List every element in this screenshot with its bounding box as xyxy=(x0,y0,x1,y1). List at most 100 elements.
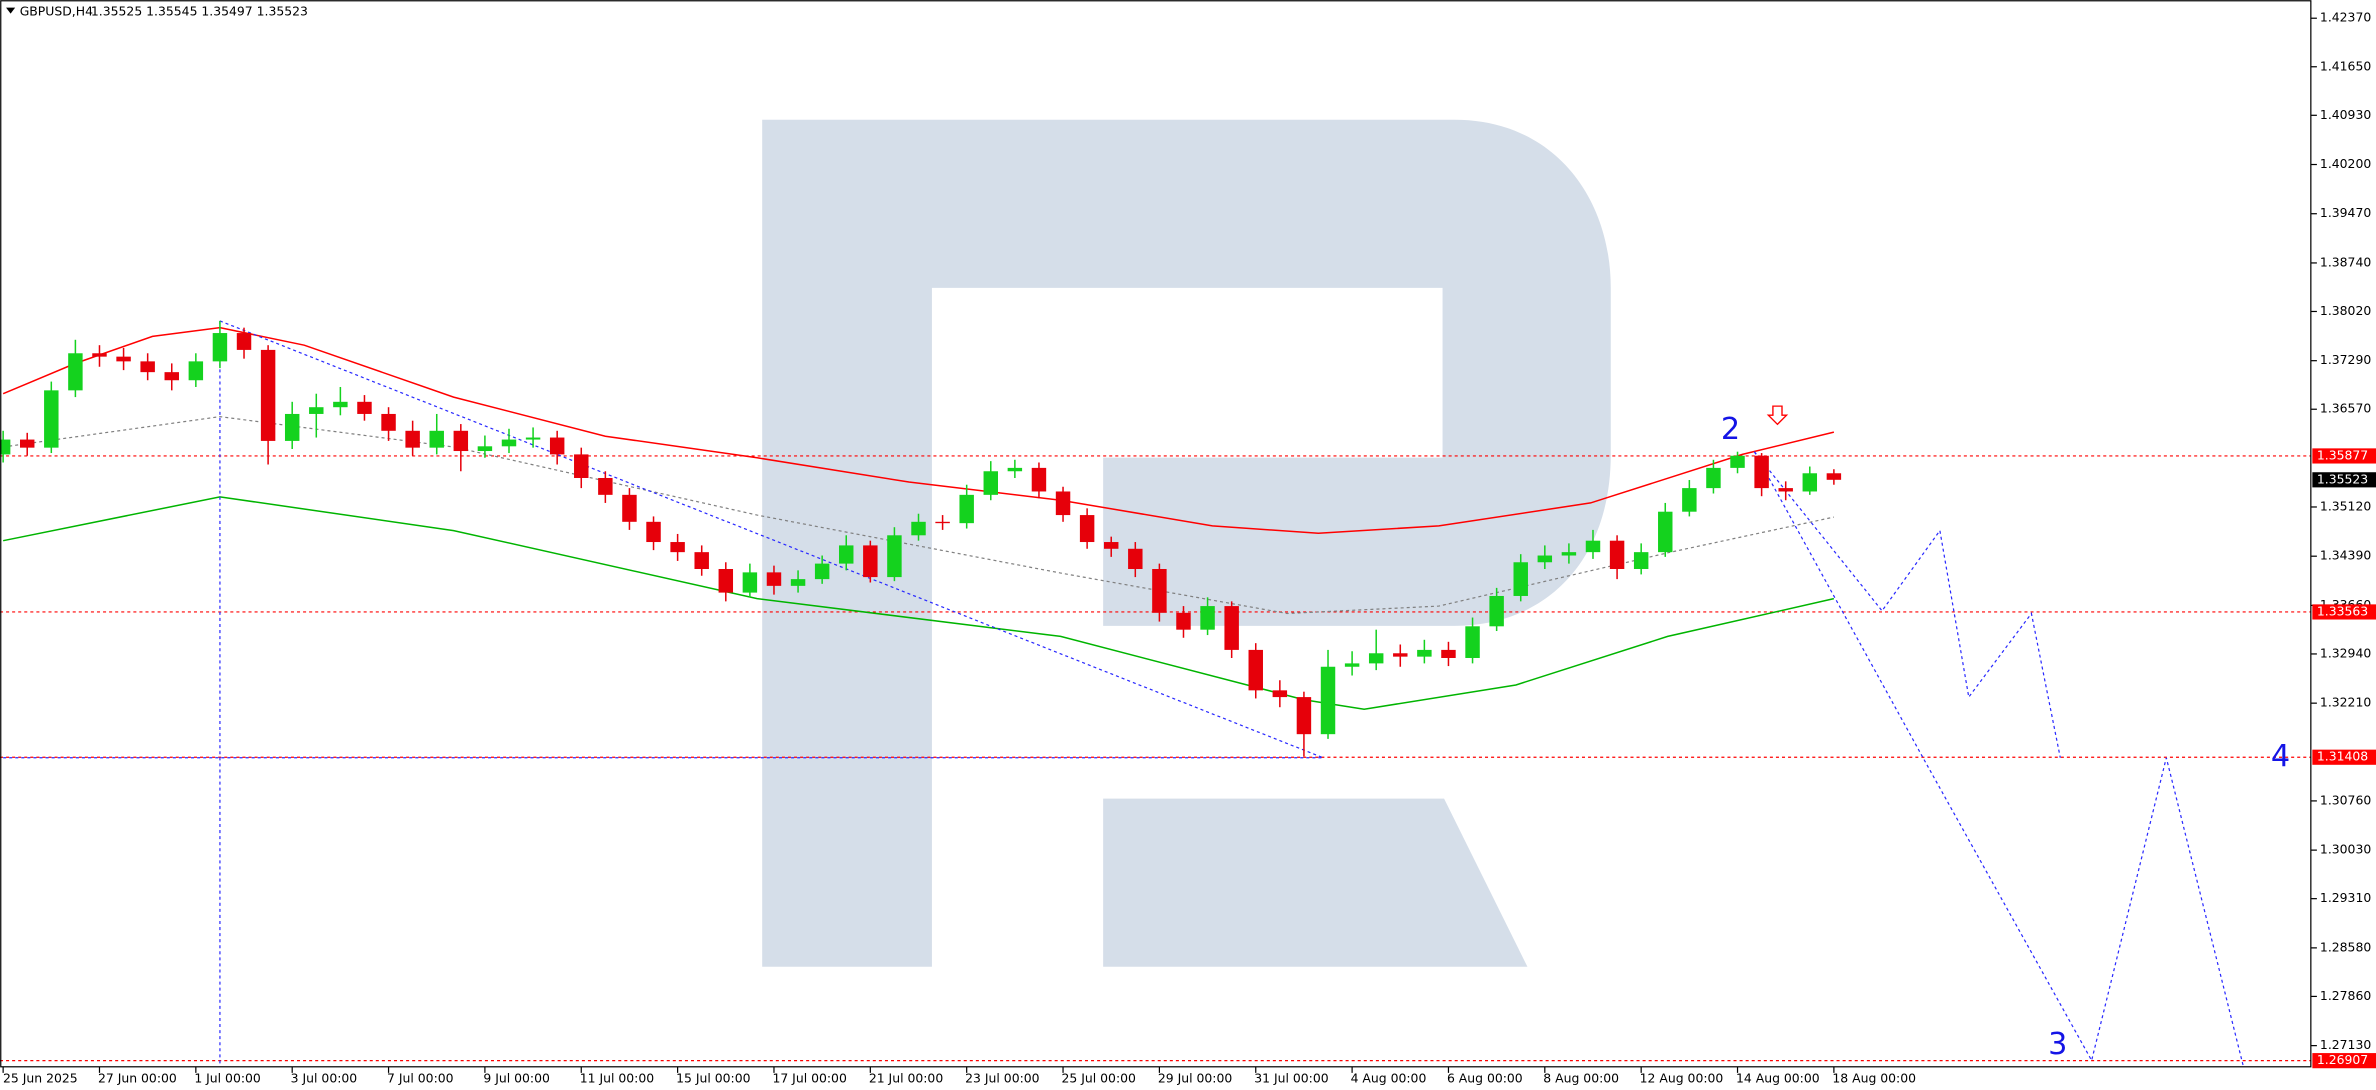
candle-body xyxy=(1031,467,1047,492)
price-level-label: 1.31408 xyxy=(2317,749,2368,764)
candle-body xyxy=(1152,569,1167,613)
x-tick-label: 17 Jul 00:00 xyxy=(772,1070,847,1085)
candle-body xyxy=(1224,606,1239,650)
candle-body xyxy=(212,333,228,362)
overlay-line xyxy=(2,326,1835,535)
candle-body xyxy=(790,579,806,586)
candle-body xyxy=(549,437,565,455)
candle-body xyxy=(1055,491,1071,516)
price-level-box xyxy=(2312,749,2376,765)
y-tick-label: 1.37290 xyxy=(2320,352,2371,367)
candle-body xyxy=(188,361,204,381)
candle-body xyxy=(453,430,469,452)
wave-label: 4 xyxy=(2271,739,2290,774)
candle-body xyxy=(1103,542,1119,549)
last-price-label: 1.35523 xyxy=(2317,471,2368,486)
candle-body xyxy=(236,333,252,350)
price-level-label: 1.26907 xyxy=(2317,1052,2368,1067)
candle-body xyxy=(1609,540,1625,570)
candle-body xyxy=(935,521,950,524)
overlay-line xyxy=(219,320,1324,759)
y-tick-label: 1.27130 xyxy=(2320,1037,2371,1052)
candle-body xyxy=(1248,649,1263,691)
candle-body xyxy=(574,454,589,478)
x-tick-label: 25 Jul 00:00 xyxy=(1062,1070,1137,1085)
candle-body xyxy=(333,401,348,408)
candle-body xyxy=(164,372,179,381)
overlay-line xyxy=(1753,451,2061,758)
candle-body xyxy=(501,439,517,447)
x-tick-label: 21 Jul 00:00 xyxy=(869,1070,944,1085)
candle-body xyxy=(140,361,155,373)
overlay-line xyxy=(1753,451,2244,1067)
y-tick-label: 1.40200 xyxy=(2320,156,2371,171)
candle-body xyxy=(1368,653,1384,664)
x-tick-label: 23 Jul 00:00 xyxy=(965,1070,1040,1085)
x-tick-label: 31 Jul 00:00 xyxy=(1254,1070,1329,1085)
y-tick-label: 1.38740 xyxy=(2320,254,2371,269)
x-tick-label: 9 Jul 00:00 xyxy=(483,1070,550,1085)
x-tick-label: 27 Jun 00:00 xyxy=(98,1070,177,1085)
candle-body xyxy=(1007,467,1023,472)
overlay-line xyxy=(2,496,1835,710)
candle-body xyxy=(92,353,107,357)
y-tick-label: 1.29310 xyxy=(2320,890,2371,905)
candle-body xyxy=(1176,612,1191,630)
candle-body xyxy=(911,521,926,536)
candle-body xyxy=(44,390,59,448)
candle-body xyxy=(477,446,493,452)
ohlc-header: 1.35525 1.35545 1.35497 1.35523 xyxy=(91,4,308,19)
x-tick-label: 12 Aug 00:00 xyxy=(1640,1070,1724,1085)
price-level-label: 1.35877 xyxy=(2317,447,2368,462)
candle-body xyxy=(1513,562,1528,596)
candle-body xyxy=(1296,697,1312,735)
y-tick-label: 1.40930 xyxy=(2320,107,2371,122)
candle-body xyxy=(1754,455,1769,489)
x-tick-label: 7 Jul 00:00 xyxy=(387,1070,454,1085)
y-tick-label: 1.34390 xyxy=(2320,548,2371,563)
x-tick-label: 29 Jul 00:00 xyxy=(1158,1070,1233,1085)
chart-title: GBPUSD,H4 xyxy=(20,4,93,19)
down-arrow xyxy=(1766,405,1789,426)
x-tick-label: 11 Jul 00:00 xyxy=(580,1070,655,1085)
y-tick-label: 1.32940 xyxy=(2320,645,2371,660)
candle-body xyxy=(1658,511,1673,553)
symbol-menu-icon[interactable] xyxy=(6,7,16,14)
candle-body xyxy=(1802,473,1818,492)
x-tick-label: 3 Jul 00:00 xyxy=(291,1070,358,1085)
candle-body xyxy=(1706,467,1721,489)
candle-body xyxy=(1320,666,1336,735)
x-tick-label: 18 Aug 00:00 xyxy=(1832,1070,1916,1085)
candle-body xyxy=(1561,552,1577,556)
candle-body xyxy=(1200,606,1215,630)
plot-area xyxy=(0,320,2311,1067)
candle-body xyxy=(1585,540,1601,553)
plot-frame xyxy=(0,0,2312,1068)
x-tick-label: 15 Jul 00:00 xyxy=(676,1070,751,1085)
candle-body xyxy=(116,356,131,362)
y-tick-label: 1.36570 xyxy=(2320,401,2371,416)
candle-body xyxy=(309,407,324,414)
wave-label: 3 xyxy=(2048,1027,2067,1062)
candle-body xyxy=(1682,488,1697,512)
candle-body xyxy=(863,545,878,578)
candle-body xyxy=(670,542,685,553)
x-tick-label: 1 Jul 00:00 xyxy=(194,1070,261,1085)
candle-body xyxy=(742,572,758,593)
price-level-box xyxy=(2312,448,2376,464)
price-level-box xyxy=(2312,604,2376,620)
candle-body xyxy=(1393,653,1408,657)
candle-body xyxy=(284,413,300,441)
x-tick-label: 8 Aug 00:00 xyxy=(1543,1070,1619,1085)
candle-body xyxy=(405,430,420,448)
candle-body xyxy=(357,401,372,414)
candle-body xyxy=(1465,626,1480,658)
y-tick-label: 1.39470 xyxy=(2320,205,2371,220)
candle-body xyxy=(718,569,734,593)
x-tick-label: 25 Jun 2025 xyxy=(3,1070,78,1085)
y-tick-label: 1.42370 xyxy=(2320,10,2371,25)
candle-body xyxy=(646,521,661,543)
candle-body xyxy=(1079,515,1095,543)
watermark-logo xyxy=(762,119,1611,967)
